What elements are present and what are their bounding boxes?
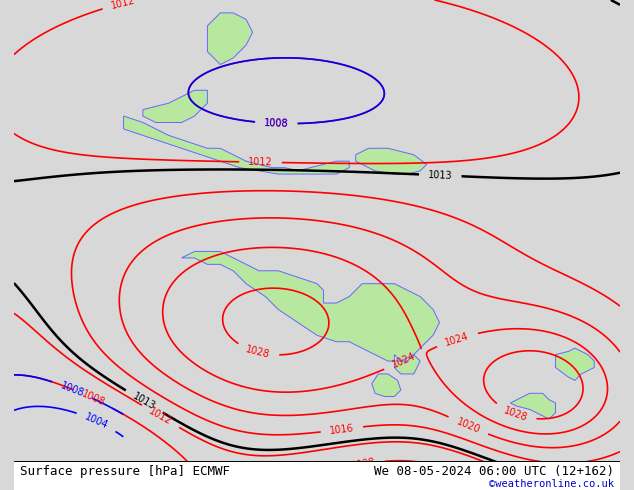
Text: 1008: 1008 (264, 118, 288, 129)
Bar (14, 461, 620, 490)
Polygon shape (372, 374, 401, 396)
Text: 1028: 1028 (245, 344, 271, 360)
Text: We 08-05-2024 06:00 UTC (12+162): We 08-05-2024 06:00 UTC (12+162) (373, 465, 614, 478)
Text: 1020: 1020 (455, 416, 481, 435)
Text: 1028: 1028 (502, 405, 529, 423)
Text: 1016: 1016 (329, 423, 354, 436)
Text: 1024: 1024 (391, 351, 417, 370)
Text: 1008: 1008 (59, 380, 86, 398)
Text: 1024: 1024 (444, 331, 470, 347)
Text: 1012: 1012 (147, 406, 174, 427)
Polygon shape (124, 116, 349, 174)
Polygon shape (356, 148, 427, 174)
Text: ©weatheronline.co.uk: ©weatheronline.co.uk (489, 479, 614, 489)
Text: 1013: 1013 (131, 391, 157, 412)
Text: 1004: 1004 (83, 412, 110, 431)
Text: Surface pressure [hPa] ECMWF: Surface pressure [hPa] ECMWF (20, 465, 230, 478)
Polygon shape (510, 393, 555, 419)
Text: 1012: 1012 (248, 157, 273, 168)
Polygon shape (143, 90, 207, 122)
Text: 1008: 1008 (264, 118, 288, 129)
Text: 1012: 1012 (110, 0, 136, 11)
Text: 1008: 1008 (351, 457, 377, 471)
Polygon shape (555, 348, 594, 380)
Text: 1008: 1008 (80, 389, 106, 408)
Polygon shape (181, 251, 439, 374)
Text: 1013: 1013 (428, 170, 453, 181)
Polygon shape (207, 13, 252, 65)
